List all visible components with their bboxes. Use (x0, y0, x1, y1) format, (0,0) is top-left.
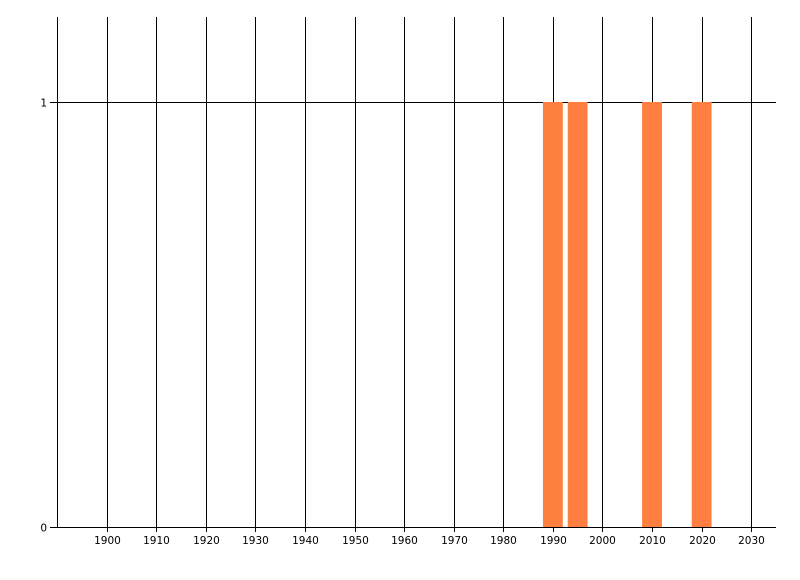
x-tick-label: 2030 (738, 535, 765, 547)
bars (542, 102, 712, 527)
tick-labels: 1900 1910 1920 1930 1940 1950 1960 1970 1980 1990… (40, 98, 765, 548)
x-tick-label: 2010 (639, 535, 666, 547)
x-tick-label: 1940 (292, 535, 319, 547)
x-tick-label: 1930 (242, 535, 269, 547)
x-tick-label: 1910 (143, 535, 170, 547)
x-tick-label: 1970 (441, 535, 468, 547)
y-tick-label: 1 (40, 98, 47, 110)
bar-1990 (542, 102, 563, 527)
y-tick-label: 0 (40, 523, 47, 535)
axes (57, 17, 776, 528)
x-tick-label: 1960 (391, 535, 418, 547)
grid-lines (50, 17, 776, 532)
x-tick-label: 1950 (342, 535, 369, 547)
x-tick-label: 1920 (193, 535, 220, 547)
x-tick-label: 2000 (589, 535, 616, 547)
bar-1995 (567, 102, 588, 527)
x-tick-label: 1900 (94, 535, 121, 547)
x-tick-label: 2020 (689, 535, 716, 547)
x-tick-label: 1980 (490, 535, 517, 547)
x-tick-label: 1990 (540, 535, 567, 547)
bar-2020 (691, 102, 712, 527)
bar-2010 (642, 102, 662, 527)
